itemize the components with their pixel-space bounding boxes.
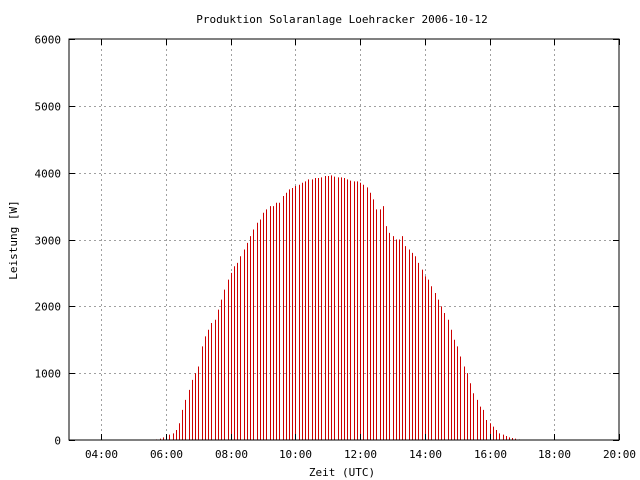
x-axis-title: Zeit (UTC) bbox=[309, 466, 375, 479]
x-tick-label: 16:00 bbox=[474, 448, 507, 461]
x-tick-label: 04:00 bbox=[85, 448, 118, 461]
x-tick-label: 14:00 bbox=[409, 448, 442, 461]
bars-group bbox=[156, 175, 523, 440]
chart-title: Produktion Solaranlage Loehracker 2006-1… bbox=[196, 13, 487, 26]
y-tick-label: 1000 bbox=[35, 368, 62, 381]
y-tick-label: 2000 bbox=[35, 301, 62, 314]
plot-frame bbox=[68, 38, 620, 441]
tick-labels: 0 1000 2000 3000 4000 5000 6000 04:00 06:00 08:00… bbox=[35, 34, 637, 462]
y-tick-label: 5000 bbox=[35, 101, 62, 114]
y-axis-title: Leistung [W] bbox=[7, 200, 20, 279]
x-tick-label: 12:00 bbox=[344, 448, 377, 461]
y-tick-label: 6000 bbox=[35, 34, 62, 47]
axis-ticks bbox=[69, 39, 620, 441]
y-tick-label: 0 bbox=[54, 435, 61, 448]
y-tick-label: 3000 bbox=[35, 235, 62, 248]
x-tick-label: 18:00 bbox=[538, 448, 571, 461]
x-tick-label: 06:00 bbox=[150, 448, 183, 461]
y-tick-label: 4000 bbox=[35, 168, 62, 181]
x-tick-label: 10:00 bbox=[279, 448, 312, 461]
x-tick-label: 20:00 bbox=[603, 448, 636, 461]
x-tick-label: 08:00 bbox=[215, 448, 248, 461]
